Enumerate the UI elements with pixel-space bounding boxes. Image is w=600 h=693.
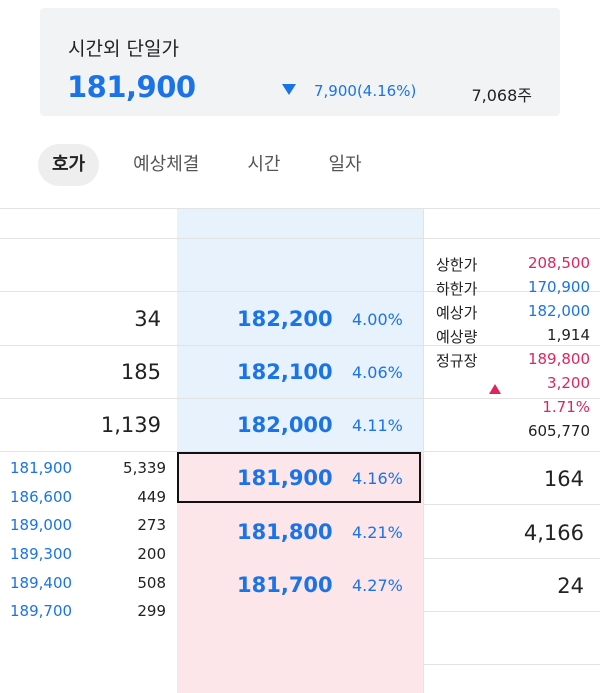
tab-time[interactable]: 시간 [247,154,281,175]
tab-orderbook[interactable]: 호가 [38,144,100,186]
ask-price: 182,200 [237,307,333,331]
trade-price: 189,000 [10,516,73,534]
session-title: 시간외 단일가 [68,38,179,60]
tab-bar: 호가 예상체결 시간 일자 [38,144,396,186]
bid-quantity: 4,166 [523,521,584,545]
expected-price-row: 예상가 182,000 [436,302,590,322]
row-divider [423,558,600,559]
expected-price-label: 예상가 [436,304,478,322]
row-divider [0,451,600,452]
trade-volume: 7,068주 [471,86,532,105]
ask-price: 182,000 [237,413,333,437]
bid-price: 181,900 [237,466,333,490]
upper-limit-label: 상한가 [436,256,478,274]
trade-volume: 508 [137,574,166,592]
bid-price: 181,700 [237,573,333,597]
column-divider [423,208,424,693]
order-book: 34 182,200 4.00% 185 182,100 4.06% 1,139… [0,208,600,693]
row-divider [0,208,600,209]
trade-volume: 273 [137,516,166,534]
bid-percent: 4.27% [352,576,403,595]
trade-volume: 449 [137,488,166,506]
trade-price: 189,300 [10,545,73,563]
regular-close-row: 정규장 189,800 [436,350,590,370]
row-divider [0,291,600,292]
ask-price: 182,100 [237,360,333,384]
regular-change-percent: 1.71% [542,398,590,416]
ask-quantity: 185 [120,360,161,384]
tab-date[interactable]: 일자 [328,154,362,175]
bid-quantity: 24 [557,574,584,598]
ask-price-column [177,208,423,451]
trade-price: 189,700 [10,602,73,620]
ask-percent: 4.11% [352,416,403,435]
current-price: 181,900 [67,70,196,104]
bid-price-column [177,451,423,693]
lower-limit-label: 하한가 [436,280,478,298]
row-divider [423,611,600,612]
ask-quantity: 1,139 [100,413,161,437]
ask-percent: 4.06% [352,363,403,382]
row-divider [423,504,600,505]
trade-volume: 200 [137,545,166,563]
trade-volume: 299 [137,602,166,620]
triangle-down-icon [282,84,296,95]
ask-percent: 4.00% [352,310,403,329]
lower-limit-row: 하한가 170,900 [436,278,590,298]
regular-change-value: 3,200 [547,374,590,392]
regular-close-value: 189,800 [527,350,590,368]
tab-expected-execution[interactable]: 예상체결 [133,154,200,175]
trade-volume: 5,339 [123,459,166,477]
current-price-highlight [177,452,421,503]
lower-limit-value: 170,900 [527,278,590,296]
upper-limit-row: 상한가 208,500 [436,254,590,274]
trade-price: 181,900 [10,459,73,477]
bid-quantity: 164 [543,467,584,491]
expected-volume-label: 예상량 [436,328,478,346]
regular-close-label: 정규장 [436,352,478,370]
bid-price: 181,800 [237,520,333,544]
expected-volume-row: 예상량 1,914 [436,326,590,346]
trade-price: 189,400 [10,574,73,592]
expected-price-value: 182,000 [527,302,590,320]
regular-volume: 605,770 [527,422,590,440]
price-summary-card: 시간외 단일가 181,900 7,900(4.16%) 7,068주 [40,8,560,116]
trade-price: 186,600 [10,488,73,506]
expected-volume-value: 1,914 [547,326,590,344]
row-divider [0,238,600,239]
bid-percent: 4.16% [352,469,403,488]
triangle-up-icon [489,384,501,394]
upper-limit-value: 208,500 [527,254,590,272]
row-divider [0,398,600,399]
row-divider [0,345,600,346]
price-change: 7,900(4.16%) [314,82,417,100]
ask-quantity: 34 [134,307,161,331]
row-divider [423,664,600,665]
bid-percent: 4.21% [352,523,403,542]
